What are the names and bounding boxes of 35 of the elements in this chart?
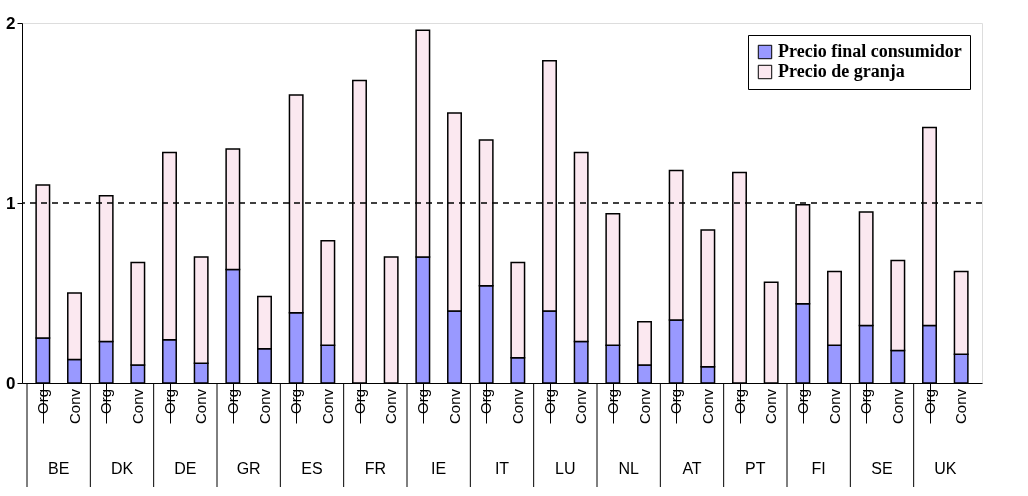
- text: LU: [555, 460, 576, 477]
- text: FI: [811, 460, 826, 477]
- text: DE: [174, 460, 197, 477]
- y-tick-label: 1: [6, 193, 16, 213]
- text: DK: [110, 460, 134, 477]
- x-tick-label: Conv: [255, 388, 273, 425]
- text: FR: [364, 460, 386, 477]
- x-tick-label: Conv: [572, 388, 590, 425]
- x-tick-label: Conv: [382, 388, 400, 425]
- x-tick-label: Conv: [65, 388, 83, 425]
- x-tick-label: Conv: [762, 388, 780, 425]
- legend-label: Precio de granja: [778, 61, 905, 81]
- text: NL: [618, 460, 639, 477]
- text: UK: [934, 460, 957, 477]
- text: IT: [494, 460, 510, 477]
- text: BE: [47, 460, 70, 477]
- x-tick-label: Conv: [825, 388, 843, 425]
- x-tick-label: Conv: [192, 388, 210, 425]
- y-tick-label: 2: [6, 13, 16, 33]
- text: IE: [431, 460, 447, 477]
- x-tick-label: Conv: [888, 388, 906, 425]
- text: GR: [236, 460, 261, 477]
- x-tick-label: Conv: [318, 388, 336, 425]
- legend-label: Precio final consumidor: [778, 41, 962, 61]
- y-tick-label: 0: [6, 373, 16, 393]
- x-tick-label: Conv: [128, 388, 146, 425]
- text: PT: [745, 460, 766, 477]
- x-tick-label: Conv: [445, 388, 463, 425]
- text: SE: [871, 460, 893, 477]
- x-tick-label: Conv: [635, 388, 653, 425]
- text: ES: [301, 460, 323, 477]
- text: AT: [682, 460, 702, 477]
- x-tick-label: Conv: [508, 388, 526, 425]
- x-tick-label: Conv: [698, 388, 716, 425]
- x-tick-label: Conv: [952, 388, 970, 425]
